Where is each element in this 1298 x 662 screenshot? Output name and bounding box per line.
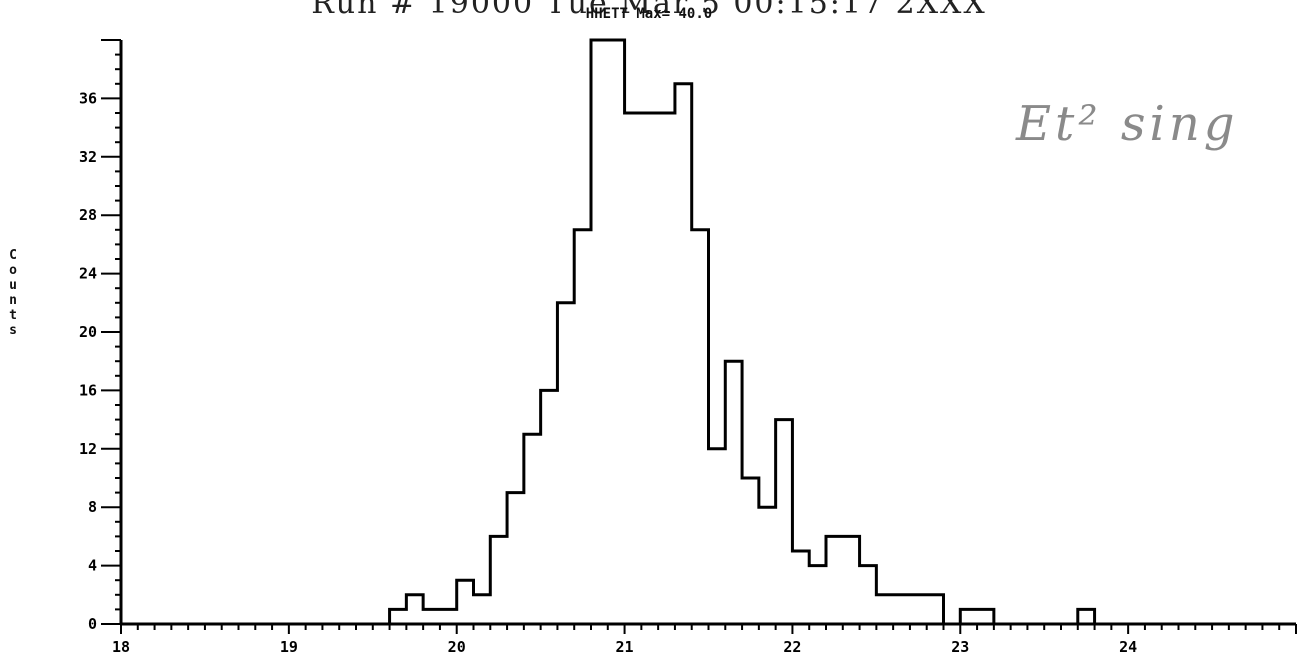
x-tick-label: 18 [112, 638, 130, 656]
x-tick-label: 23 [951, 638, 969, 656]
y-tick-label: 0 [88, 615, 97, 633]
y-tick-label: 36 [79, 89, 97, 107]
x-tick-label: 24 [1119, 638, 1137, 656]
y-axis-label: Counts [9, 248, 17, 338]
y-tick-label: 32 [79, 148, 97, 166]
y-tick-label: 28 [79, 206, 97, 224]
y-tick-label: 12 [79, 440, 97, 458]
chart-title: HHETT Max= 40.0 [585, 6, 713, 22]
y-tick-label: 20 [79, 323, 97, 341]
x-tick-label: 21 [616, 638, 634, 656]
x-tick-label: 22 [783, 638, 801, 656]
x-tick-label: 20 [448, 638, 466, 656]
y-tick-label: 8 [88, 498, 97, 516]
y-tick-label: 16 [79, 381, 97, 399]
axis-ticks: 18 19 20 21 22 23 24 0 4 8 12 16 20 24 28 32 36 [79, 39, 1297, 656]
histogram-series [388, 38, 1112, 626]
y-tick-label: 4 [88, 557, 97, 575]
run-info-header: Run # 19000 Tue Mar 5 00:15:17 2XXX [311, 0, 987, 21]
y-tick-label: 24 [79, 265, 97, 283]
x-tick-label: 19 [280, 638, 298, 656]
handwritten-annotation: Et² sing [1016, 96, 1239, 152]
